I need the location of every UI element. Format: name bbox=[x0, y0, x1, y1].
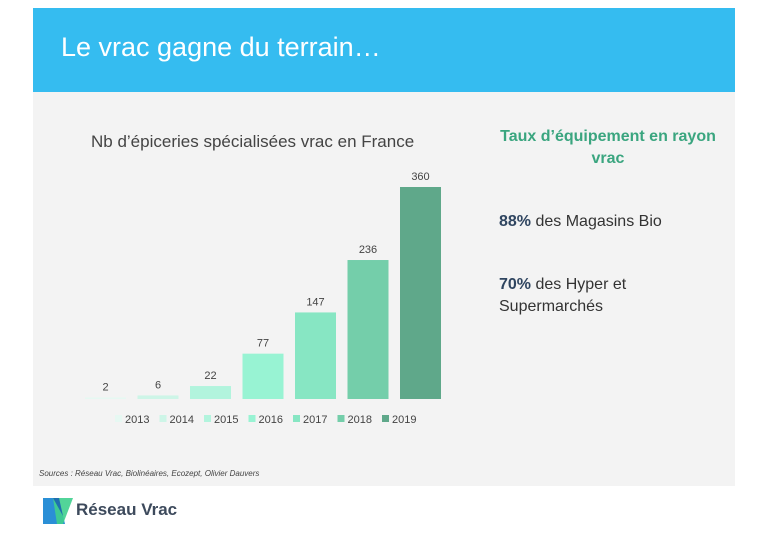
legend-label-2017: 2017 bbox=[303, 414, 327, 426]
data-label-2019: 360 bbox=[411, 171, 429, 183]
data-label-2016: 77 bbox=[257, 338, 269, 350]
legend-label-2019: 2019 bbox=[392, 414, 416, 426]
sources-note: Sources : Réseau Vrac, Biolinéaires, Eco… bbox=[39, 469, 260, 478]
stat-text: des Magasins Bio bbox=[531, 213, 662, 230]
bar-2018 bbox=[347, 260, 389, 399]
slide-title: Le vrac gagne du terrain… bbox=[61, 32, 381, 62]
legend-label-2013: 2013 bbox=[125, 414, 149, 426]
legend-swatch-2019 bbox=[382, 415, 389, 422]
legend-swatch-2018 bbox=[337, 415, 345, 422]
logo-text: Réseau Vrac bbox=[76, 500, 178, 519]
stat-magasins-bio: 88% des Magasins Bio bbox=[499, 211, 729, 233]
legend-swatch-2014 bbox=[159, 415, 167, 422]
bar-2016 bbox=[242, 353, 284, 399]
legend-label-2015: 2015 bbox=[214, 414, 238, 426]
legend-swatch-2015 bbox=[204, 415, 211, 422]
legend-swatch-2013 bbox=[115, 415, 122, 422]
stat-value: 70% bbox=[499, 276, 532, 293]
legend-label-2014: 2014 bbox=[170, 414, 194, 426]
bar-2017 bbox=[295, 312, 336, 399]
slide-panel: Le vrac gagne du terrain… Nb d’épiceries… bbox=[33, 8, 735, 486]
bar-chart: 2 6 22 77 147 236 360 2013 2014 2015 2016 2017 2018 2… bbox=[85, 171, 441, 426]
title-banner: Le vrac gagne du terrain… bbox=[33, 8, 735, 92]
bar-2014 bbox=[137, 395, 179, 399]
data-label-2013: 2 bbox=[102, 382, 108, 394]
bar-2019 bbox=[400, 187, 441, 399]
bar-2015 bbox=[190, 386, 231, 399]
reseau-vrac-logo-icon bbox=[43, 498, 73, 524]
stat-hyper-supermarches: 70% des Hyper et Supermarchés bbox=[499, 274, 729, 318]
legend-label-2018: 2018 bbox=[348, 414, 372, 426]
stat-value: 88% bbox=[499, 213, 532, 230]
stat-text: des Hyper et Supermarchés bbox=[499, 276, 627, 315]
legend-label-2016: 2016 bbox=[259, 414, 283, 426]
data-label-2018: 236 bbox=[359, 244, 377, 256]
data-label-2014: 6 bbox=[155, 379, 161, 391]
legend-swatch-2017 bbox=[293, 415, 300, 422]
bar-2013 bbox=[85, 397, 126, 399]
legend-swatch-2016 bbox=[248, 415, 256, 422]
data-label-2015: 22 bbox=[204, 370, 216, 382]
chart-title: Nb d’épiceries spécialisées vrac en Fran… bbox=[91, 132, 415, 151]
equipment-heading: Taux d’équipement en rayon vrac bbox=[500, 128, 716, 167]
data-label-2017: 147 bbox=[306, 296, 324, 308]
